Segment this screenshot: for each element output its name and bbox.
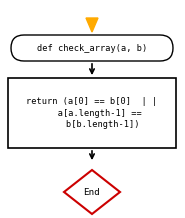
Text: def check_array(a, b): def check_array(a, b) <box>37 44 147 53</box>
Polygon shape <box>64 170 120 214</box>
Polygon shape <box>86 18 98 32</box>
FancyBboxPatch shape <box>8 78 176 148</box>
Text: End: End <box>84 187 100 196</box>
Text: return (a[0] == b[0]  | |
   a[a.length-1] ==
    b[b.length-1]): return (a[0] == b[0] | | a[a.length-1] =… <box>26 97 158 129</box>
FancyBboxPatch shape <box>11 35 173 61</box>
